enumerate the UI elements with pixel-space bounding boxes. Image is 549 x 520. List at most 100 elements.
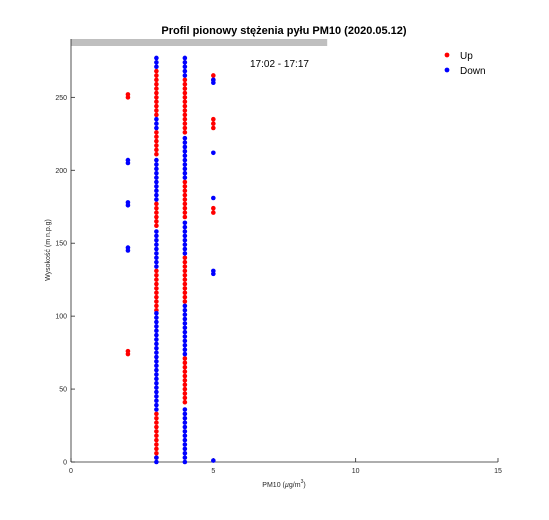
point-down bbox=[183, 229, 188, 234]
point-down bbox=[183, 451, 188, 456]
point-down bbox=[154, 372, 159, 377]
point-down bbox=[154, 324, 159, 329]
x-tick-label: 0 bbox=[69, 468, 73, 475]
point-up bbox=[154, 282, 159, 287]
point-up bbox=[154, 78, 159, 83]
plot-area bbox=[71, 39, 498, 462]
point-down bbox=[154, 188, 159, 193]
point-up bbox=[154, 295, 159, 300]
point-down bbox=[183, 343, 188, 348]
point-down bbox=[154, 328, 159, 333]
point-down bbox=[154, 260, 159, 265]
point-up bbox=[154, 269, 159, 274]
point-down bbox=[183, 149, 188, 154]
point-up bbox=[183, 82, 188, 87]
point-down bbox=[154, 251, 159, 256]
point-down bbox=[183, 304, 188, 309]
point-up bbox=[183, 382, 188, 387]
point-up bbox=[154, 223, 159, 228]
point-down bbox=[211, 196, 216, 201]
point-down bbox=[154, 403, 159, 408]
point-up bbox=[154, 148, 159, 153]
point-up bbox=[154, 442, 159, 447]
point-down bbox=[183, 420, 188, 425]
point-up bbox=[183, 95, 188, 100]
legend-down-label: Down bbox=[460, 66, 486, 77]
legend-up-label: Up bbox=[460, 51, 473, 62]
point-up bbox=[154, 139, 159, 144]
point-down bbox=[183, 56, 188, 61]
point-up bbox=[154, 202, 159, 207]
point-down bbox=[183, 308, 188, 313]
point-down bbox=[183, 460, 188, 465]
point-up bbox=[154, 99, 159, 104]
point-up bbox=[183, 365, 188, 370]
point-up bbox=[183, 197, 188, 202]
x-axis-label-unit: g/m bbox=[289, 482, 301, 489]
point-down bbox=[154, 126, 159, 131]
point-down bbox=[154, 121, 159, 126]
point-down bbox=[154, 60, 159, 65]
point-down bbox=[154, 167, 159, 172]
point-down bbox=[183, 326, 188, 331]
point-up bbox=[154, 416, 159, 421]
point-up bbox=[183, 396, 188, 401]
point-up bbox=[211, 126, 216, 131]
point-down bbox=[154, 359, 159, 364]
point-up bbox=[183, 117, 188, 122]
point-up bbox=[154, 273, 159, 278]
point-up bbox=[183, 188, 188, 193]
point-up bbox=[183, 215, 188, 220]
x-axis-label-close: ) bbox=[303, 482, 305, 489]
point-down bbox=[154, 242, 159, 247]
point-up bbox=[183, 356, 188, 361]
point-down bbox=[154, 342, 159, 347]
y-tick-label: 50 bbox=[59, 387, 67, 394]
point-up bbox=[154, 425, 159, 430]
point-down bbox=[154, 193, 159, 198]
point-down bbox=[154, 264, 159, 269]
point-up bbox=[183, 130, 188, 135]
point-down bbox=[183, 312, 188, 317]
y-axis-label: Wysokość (m n.p.g) bbox=[45, 219, 52, 281]
point-down bbox=[154, 337, 159, 342]
point-up bbox=[126, 349, 131, 354]
point-down bbox=[154, 175, 159, 180]
point-up bbox=[211, 121, 216, 126]
point-down bbox=[183, 242, 188, 247]
point-up bbox=[154, 104, 159, 109]
x-tick-label: 15 bbox=[494, 468, 502, 475]
point-down bbox=[183, 412, 188, 417]
point-up bbox=[183, 286, 188, 291]
point-down bbox=[183, 352, 188, 357]
point-up bbox=[183, 99, 188, 104]
point-up bbox=[183, 282, 188, 287]
point-up bbox=[183, 121, 188, 126]
point-up bbox=[154, 433, 159, 438]
point-down bbox=[154, 363, 159, 368]
point-up bbox=[183, 260, 188, 265]
point-up bbox=[154, 304, 159, 309]
point-up bbox=[183, 277, 188, 282]
point-down bbox=[154, 394, 159, 399]
point-down bbox=[183, 153, 188, 158]
point-down bbox=[183, 162, 188, 167]
point-up bbox=[183, 273, 188, 278]
point-down bbox=[183, 339, 188, 344]
point-down bbox=[183, 238, 188, 243]
point-down bbox=[154, 385, 159, 390]
point-down bbox=[183, 433, 188, 438]
point-down bbox=[183, 64, 188, 69]
point-up bbox=[183, 206, 188, 211]
point-up bbox=[211, 210, 216, 215]
point-down bbox=[183, 167, 188, 172]
point-down bbox=[154, 398, 159, 403]
point-down bbox=[211, 150, 216, 155]
point-down bbox=[154, 390, 159, 395]
y-tick-label: 250 bbox=[55, 95, 67, 102]
point-up bbox=[183, 78, 188, 83]
point-up bbox=[154, 206, 159, 211]
point-up bbox=[154, 152, 159, 157]
point-down bbox=[183, 455, 188, 460]
point-up bbox=[183, 108, 188, 113]
